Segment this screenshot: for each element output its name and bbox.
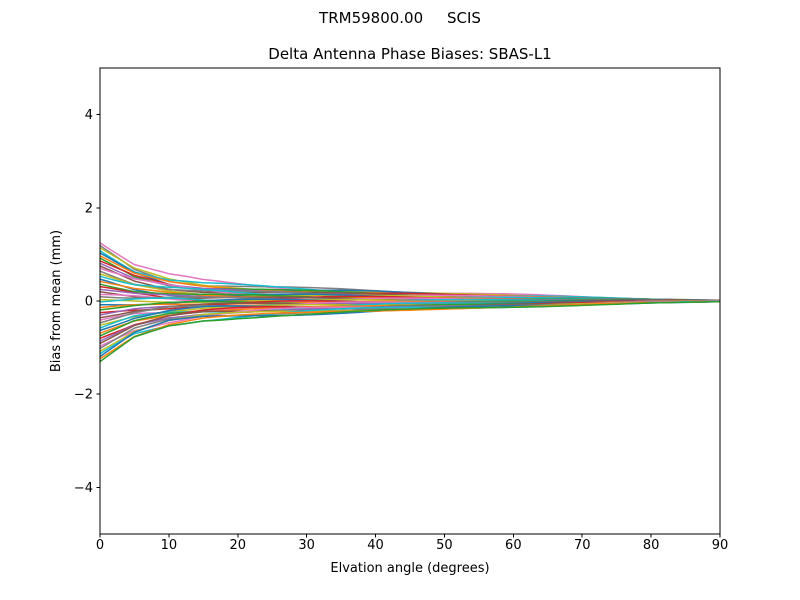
series-line [99,300,721,363]
x-tick-label: 80 [643,538,660,553]
y-tick-label: −2 [74,388,93,403]
y-tick-label: 0 [85,295,93,310]
y-axis-ticks: −4 −2 0 2 4 [74,108,100,496]
x-tick-label: 0 [96,538,104,553]
x-axis-label: Elvation angle (degrees) [330,561,489,576]
series-lines-layer [99,242,721,363]
y-tick-label: −4 [74,481,93,496]
y-axis-label: Bias from mean (mm) [49,230,64,372]
x-axis-ticks: 0 10 20 30 40 50 60 70 80 90 [96,534,728,553]
figure-suptitle: TRM59800.00 SCIS [319,9,481,27]
axes-title: Delta Antenna Phase Biases: SBAS-L1 [268,45,552,63]
x-tick-label: 60 [505,538,522,553]
x-tick-label: 90 [712,538,729,553]
x-tick-label: 70 [574,538,591,553]
x-tick-label: 10 [161,538,178,553]
x-tick-label: 50 [436,538,453,553]
x-tick-label: 40 [367,538,384,553]
x-tick-label: 30 [298,538,315,553]
series-line [99,300,721,360]
y-tick-label: 2 [85,201,93,216]
x-tick-label: 20 [230,538,247,553]
y-tick-label: 4 [85,108,93,123]
